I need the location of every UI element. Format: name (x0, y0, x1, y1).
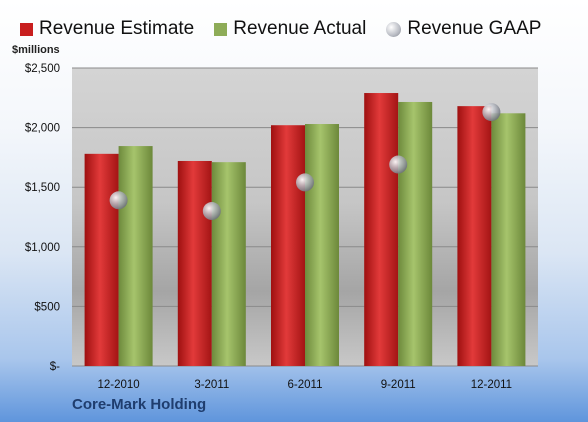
bar-estimate (457, 106, 492, 367)
legend-item-actual: Revenue Actual (214, 18, 366, 40)
marker-gaap (296, 173, 314, 192)
marker-gaap (389, 155, 408, 174)
y-tick-label: $- (50, 361, 60, 373)
y-axis-unit-label: $millions (12, 44, 60, 56)
marker-gaap (109, 191, 128, 210)
bar-estimate (84, 153, 119, 366)
legend-swatch-actual (214, 22, 228, 36)
bar-estimate (364, 93, 399, 367)
bar-actual (491, 113, 526, 367)
bar-estimate (271, 125, 305, 366)
x-tick-label: 6-2011 (288, 379, 323, 391)
x-axis-ticks: 12-2010 3-2011 6-2011 9-2011 12-2011 (97, 379, 512, 391)
x-tick-label: 12-2010 (97, 379, 139, 391)
marker-gaap (482, 103, 501, 122)
bar-actual (118, 146, 153, 366)
y-tick-label: $500 (34, 301, 60, 313)
marker-gaap (202, 202, 221, 221)
legend-swatch-gaap (386, 21, 402, 37)
y-axis-ticks: $- $500 $1,000 $1,500 $2,000 $2,500 (25, 63, 60, 373)
y-tick-label: $2,000 (25, 123, 60, 135)
legend: Revenue Estimate Revenue Actual Revenue … (20, 17, 561, 41)
x-tick-label: 9-2011 (381, 379, 416, 391)
y-tick-label: $2,500 (25, 63, 60, 75)
gaap-markers (109, 103, 501, 221)
legend-label-estimate: Revenue Estimate (39, 18, 195, 39)
legend-item-gaap: Revenue GAAP (386, 18, 541, 40)
legend-label-gaap: Revenue GAAP (407, 18, 542, 39)
legend-swatch-estimate (20, 22, 33, 36)
x-tick-label: 3-2011 (194, 379, 229, 391)
x-tick-label: 12-2011 (471, 379, 512, 391)
bar-actual (305, 124, 339, 366)
y-tick-label: $1,000 (25, 242, 60, 254)
y-tick-label: $1,500 (25, 182, 60, 194)
company-name: Core-Mark Holding (72, 396, 207, 413)
bar-estimate (177, 160, 212, 366)
legend-item-estimate: Revenue Estimate (20, 18, 194, 40)
legend-label-actual: Revenue Actual (233, 18, 367, 39)
bar-actual (211, 162, 246, 366)
bars (84, 93, 526, 367)
bar-actual (398, 101, 433, 367)
